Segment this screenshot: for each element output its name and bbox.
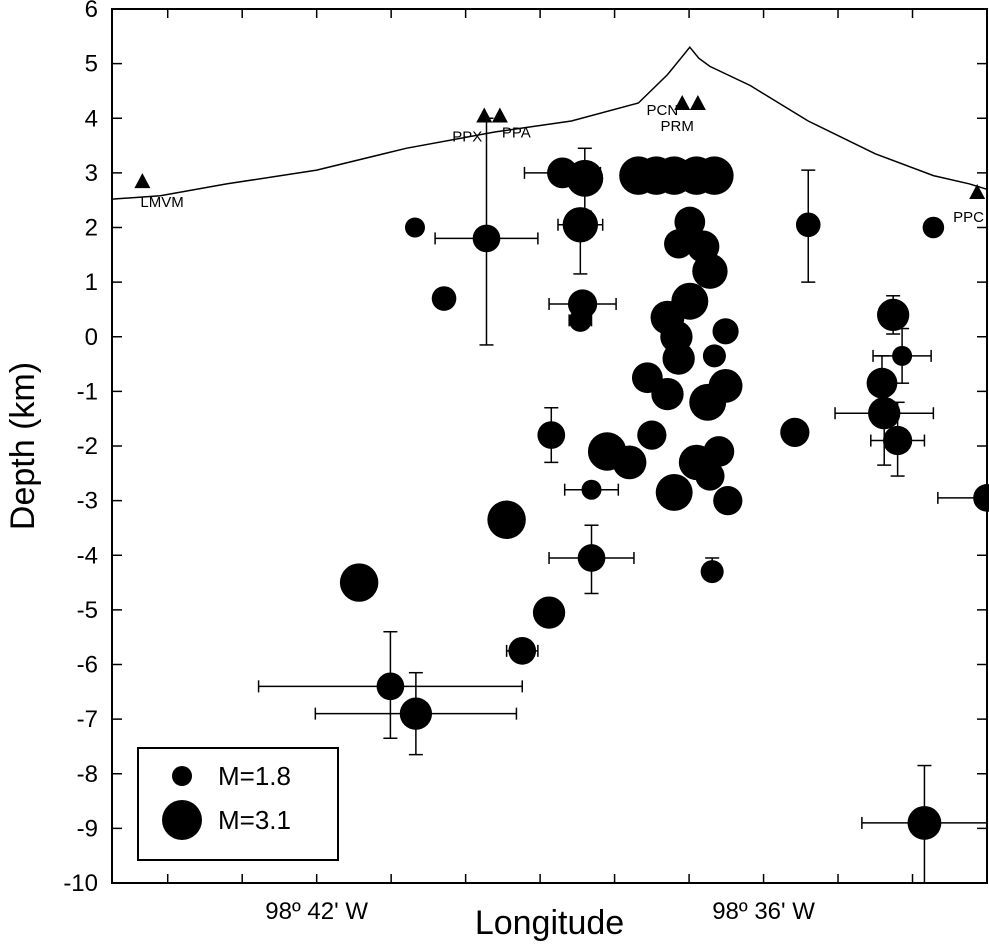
hypocenter-point [472, 224, 501, 253]
hypocenter-point [692, 253, 728, 289]
hypocenter-point [662, 342, 695, 375]
hypocenter-point [651, 377, 684, 411]
hypocenter-point [612, 445, 647, 480]
y-tick-label: 2 [85, 215, 98, 242]
y-tick-label: -3 [77, 488, 98, 515]
x-tick-label: 98º 42' W [265, 898, 368, 925]
hypocenter-point [399, 697, 433, 730]
y-tick-label: -5 [77, 597, 98, 624]
x-axis-title: Longitude [475, 904, 624, 942]
y-tick-label: -2 [77, 433, 98, 460]
y-tick-label: 3 [85, 160, 98, 187]
legend-label-large: M=3.1 [218, 805, 291, 835]
station-ppa-marker [491, 107, 508, 123]
hypocenter-point [877, 298, 910, 332]
y-tick-label: -7 [77, 706, 98, 733]
station-ppa-label: PPA [502, 125, 531, 142]
station-ppx-label: PPX [452, 129, 482, 146]
y-tick-label: 5 [85, 51, 98, 78]
legend: M=1.8 M=3.1 [137, 747, 339, 861]
y-tick-label: 4 [85, 105, 98, 132]
hypocenter-point [780, 417, 810, 447]
hypocenter-point [376, 672, 405, 701]
hypocenter-point [922, 216, 945, 239]
hypocenter-point [695, 461, 725, 491]
y-tick-label: 0 [85, 324, 98, 351]
y-tick-label: 1 [85, 269, 98, 296]
y-tick-label: -8 [77, 761, 98, 788]
station-prm-label: PRM [661, 118, 694, 135]
hypocenter-point [702, 344, 726, 368]
y-tick-label: -10 [63, 870, 98, 897]
hypocenter-point [404, 217, 425, 238]
hypocenter-point [339, 563, 379, 602]
y-tick-label: -6 [77, 652, 98, 679]
hypocenter-point [637, 420, 667, 450]
legend-marker-small [172, 766, 192, 786]
station-ppc-marker [969, 183, 986, 199]
station-ppx-marker [476, 107, 493, 123]
hypocenter-point [868, 397, 901, 430]
legend-marker-large [162, 800, 202, 840]
station-pcn-marker [674, 94, 691, 110]
hypocenter-point [508, 636, 537, 665]
y-tick-label: -1 [77, 378, 98, 405]
y-tick-label: 6 [85, 0, 98, 23]
station-lmvm-label: LMVM [140, 194, 183, 211]
hypocenter-point [703, 436, 735, 467]
y-axis-title: Depth (km) [4, 362, 42, 530]
x-tick-label: 98º 36' W [712, 898, 815, 925]
hypocenter-point [892, 345, 913, 366]
hypocenter-point [907, 805, 942, 840]
hypocenter-point [581, 479, 602, 500]
hypocenter-point [700, 560, 724, 584]
station-lmvm-marker [134, 173, 151, 189]
hypocenter-point [487, 500, 526, 539]
station-pcn-label: PCN [647, 102, 679, 119]
hypocenter-point [577, 544, 606, 572]
hypocenter-point [532, 596, 566, 629]
hypocenter-point [655, 473, 693, 511]
y-tick-label: -9 [77, 815, 98, 842]
hypocenter-point [664, 229, 694, 259]
hypocenter-point [568, 308, 592, 332]
y-tick-label: -4 [77, 542, 98, 569]
hypocenter-point [708, 368, 743, 403]
hypocenter-point [713, 486, 743, 516]
hypocenter-point [562, 207, 599, 243]
hypocenter-point [795, 212, 821, 238]
hypocenter-point [712, 318, 739, 345]
hypocenter-point [695, 156, 734, 195]
station-prm-marker [689, 94, 706, 110]
hypocenter-point [883, 425, 913, 456]
hypocenter-point [973, 484, 989, 512]
station-ppc-label: PPC [953, 209, 984, 226]
topography-profile [111, 46, 988, 200]
hypocenter-point [537, 421, 566, 449]
hypocenter-point [566, 159, 604, 197]
hypocenter-point [431, 286, 457, 311]
hypocenter-point [866, 367, 898, 399]
legend-label-small: M=1.8 [218, 761, 291, 791]
